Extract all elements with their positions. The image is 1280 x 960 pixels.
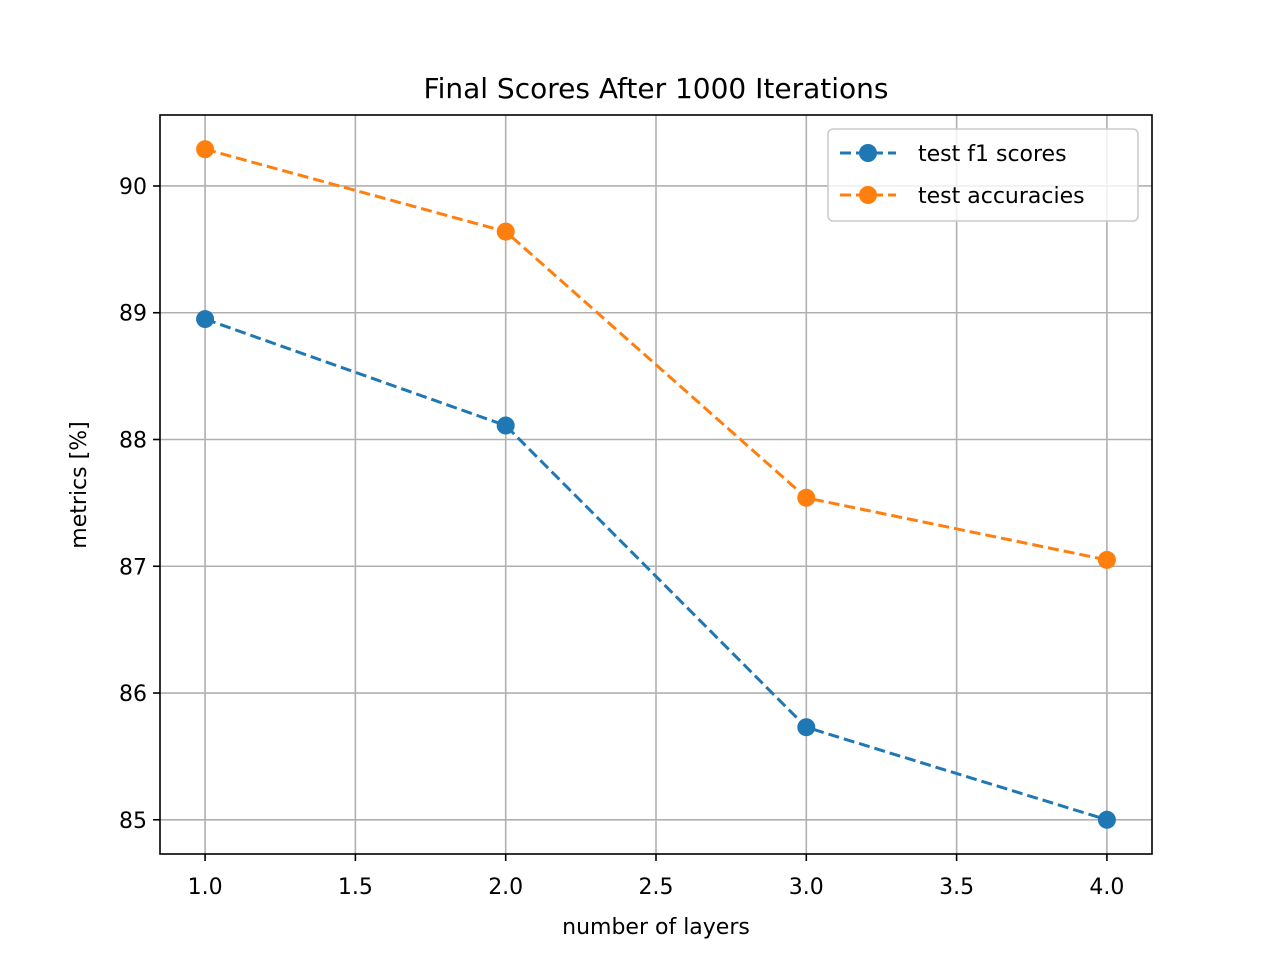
x-tick-label: 1.0 <box>188 875 223 900</box>
legend-marker-0 <box>859 144 877 162</box>
series-layer <box>196 140 1116 829</box>
x-tick-label: 2.5 <box>639 875 674 900</box>
legend-label-1: test accuracies <box>918 184 1085 209</box>
series-line-0 <box>204 317 1108 822</box>
y-tick-label: 88 <box>119 429 147 454</box>
chart-title: Final Scores After 1000 Iterations <box>424 72 889 105</box>
data-point-0-3 <box>1097 810 1116 829</box>
data-point-1-0 <box>196 140 215 159</box>
data-point-0-1 <box>496 416 515 435</box>
y-tick-label: 89 <box>119 302 147 327</box>
x-tick-label: 3.0 <box>789 875 824 900</box>
data-point-1-1 <box>496 222 515 241</box>
data-point-0-2 <box>797 718 816 737</box>
legend-marker-1 <box>859 186 877 204</box>
data-point-1-2 <box>797 488 816 507</box>
y-tick-label: 85 <box>119 809 147 834</box>
y-tick-label: 90 <box>119 175 147 200</box>
x-axis-label: number of layers <box>562 915 750 940</box>
x-tick-label: 4.0 <box>1089 875 1124 900</box>
legend-box <box>827 128 1139 222</box>
x-tick-label: 1.5 <box>338 875 373 900</box>
data-point-0-0 <box>196 310 215 329</box>
legend: test f1 scores test accuracies <box>827 128 1139 222</box>
data-point-1-3 <box>1097 550 1116 569</box>
series-line-1 <box>204 147 1108 562</box>
x-tick-label: 2.0 <box>488 875 523 900</box>
y-axis-label: metrics [%] <box>67 421 92 548</box>
legend-label-0: test f1 scores <box>918 142 1067 167</box>
axis-ticks: 1.0 1.5 2.0 2.5 3.0 3.5 4.0 85 86 87 88 89 90 <box>119 175 1124 900</box>
x-tick-label: 3.5 <box>939 875 974 900</box>
y-tick-label: 86 <box>119 682 147 707</box>
y-tick-label: 87 <box>119 555 147 580</box>
